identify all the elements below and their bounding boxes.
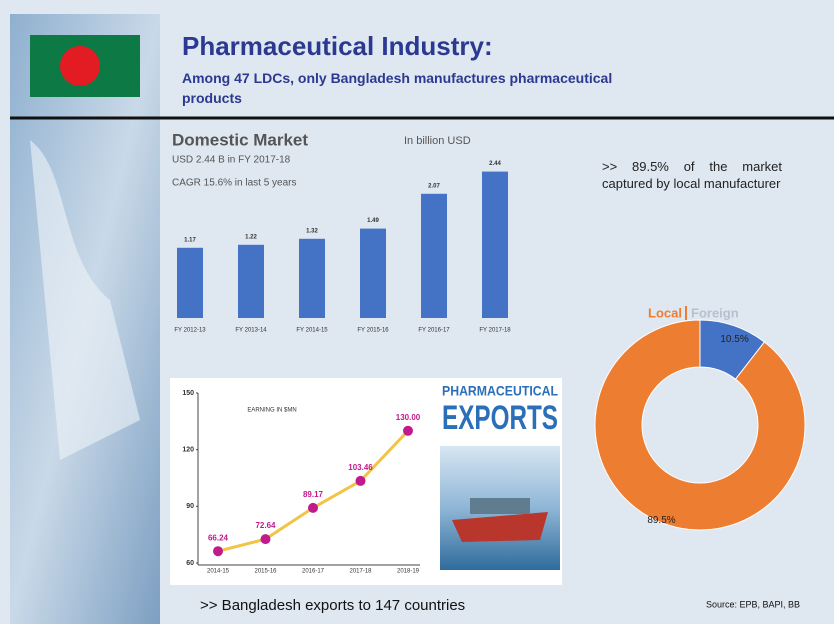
flag-circle <box>60 46 100 86</box>
value-label: 89.17 <box>303 490 324 499</box>
footer: >> Bangladesh exports to 147 countries <box>200 597 465 614</box>
chart-title: EARNING IN $MN <box>247 408 296 414</box>
unit: In billion USD <box>404 135 471 147</box>
x-tick-label: FY 2017-18 <box>479 328 511 334</box>
marker <box>213 546 223 556</box>
x-tick-label: 2016-17 <box>302 569 325 575</box>
note-box: >> 89.5% of the market captured by local… <box>602 158 782 222</box>
image-text: EXPORTS <box>442 399 558 437</box>
bar <box>299 239 325 318</box>
marker <box>261 534 271 544</box>
value-label: 103.46 <box>348 463 373 472</box>
y-tick-label: 90 <box>186 503 194 510</box>
value-label: 1.17 <box>184 237 196 243</box>
value-label: 66.24 <box>208 533 229 542</box>
x-tick-label: 2018-19 <box>397 569 420 575</box>
legend-entry: Foreign <box>691 305 739 320</box>
x-tick-label: FY 2014-15 <box>296 328 328 334</box>
legend-entry: Local <box>648 305 682 320</box>
bar <box>421 194 447 318</box>
y-tick-label: 120 <box>182 447 194 454</box>
x-tick-label: 2017-18 <box>349 569 372 575</box>
y-tick-label: 150 <box>182 390 194 397</box>
source: Source: EPB, BAPI, BB <box>706 599 800 609</box>
bar <box>482 172 508 318</box>
bar <box>238 245 264 318</box>
slide: Pharmaceutical Industry: Among 47 LDCs, … <box>0 0 834 624</box>
value-label: 89.5% <box>647 515 675 526</box>
ship-cargo <box>470 498 530 514</box>
value-label: 1.22 <box>245 234 257 240</box>
value-label: 1.49 <box>367 218 379 224</box>
bar <box>177 248 203 318</box>
title: Pharmaceutical Industry: <box>182 31 493 61</box>
x-tick-label: FY 2015-16 <box>357 328 389 334</box>
image-text: PHARMACEUTICAL <box>442 383 558 399</box>
value-label: 2.07 <box>428 183 440 189</box>
x-tick-label: 2015-16 <box>254 569 277 575</box>
marker <box>308 503 318 513</box>
annotation: CAGR 15.6% in last 5 years <box>172 178 297 189</box>
subtitle-box: Among 47 LDCs, only Bangladesh manufactu… <box>182 68 622 116</box>
marker <box>356 476 366 486</box>
value-label: 130.00 <box>396 413 421 422</box>
x-tick-label: FY 2016-17 <box>418 328 450 334</box>
bar <box>360 229 386 318</box>
note: >> 89.5% of the market captured by local… <box>602 158 782 192</box>
chart-title: Domestic Market <box>172 130 308 149</box>
x-tick-label: FY 2012-13 <box>174 328 206 334</box>
value-label: 2.44 <box>489 161 501 167</box>
x-tick-label: 2014-15 <box>207 569 230 575</box>
value-label: 72.64 <box>255 521 276 530</box>
value-label: 10.5% <box>720 334 748 345</box>
y-tick-label: 60 <box>186 560 194 567</box>
x-tick-label: FY 2013-14 <box>235 328 267 334</box>
subtitle: Among 47 LDCs, only Bangladesh manufactu… <box>182 68 622 108</box>
value-label: 1.32 <box>306 228 318 234</box>
marker <box>403 426 413 436</box>
chart-subtitle: USD 2.44 B in FY 2017-18 <box>172 155 291 166</box>
